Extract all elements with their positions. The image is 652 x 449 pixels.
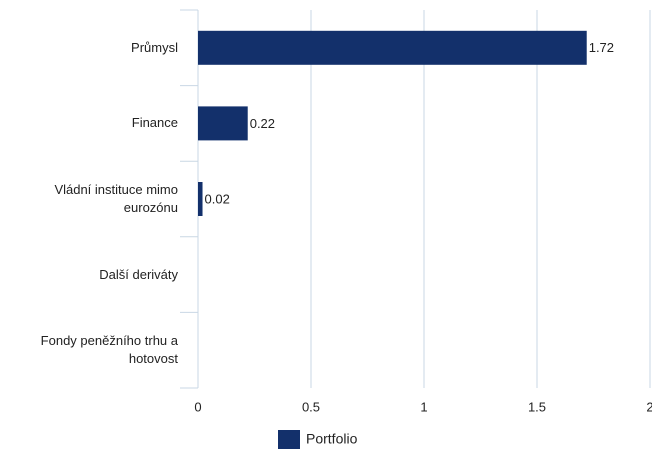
y-tick-label: Další deriváty [99,266,178,282]
data-label: 0.02 [205,191,230,206]
x-tick-label: 2 [646,399,652,414]
x-tick-label: 1 [420,399,427,414]
legend-swatch [278,430,300,449]
x-tick-label: 0.5 [302,399,320,414]
data-label: 0.22 [250,116,275,131]
y-tick-label: Vládní instituce mimo eurozónu [54,182,178,215]
data-label: 1.72 [589,40,614,55]
x-tick-label: 1.5 [528,399,546,414]
y-tick-label: Finance [131,115,178,131]
bar [198,106,248,141]
y-tick-label: Fondy peněžního trhu a hotovost [40,333,178,367]
y-tick-label: Průmysl [131,39,178,55]
bar [198,182,203,216]
bar [198,30,587,65]
legend-label: Portfolio [306,431,358,447]
x-tick-label: 0 [194,399,201,414]
